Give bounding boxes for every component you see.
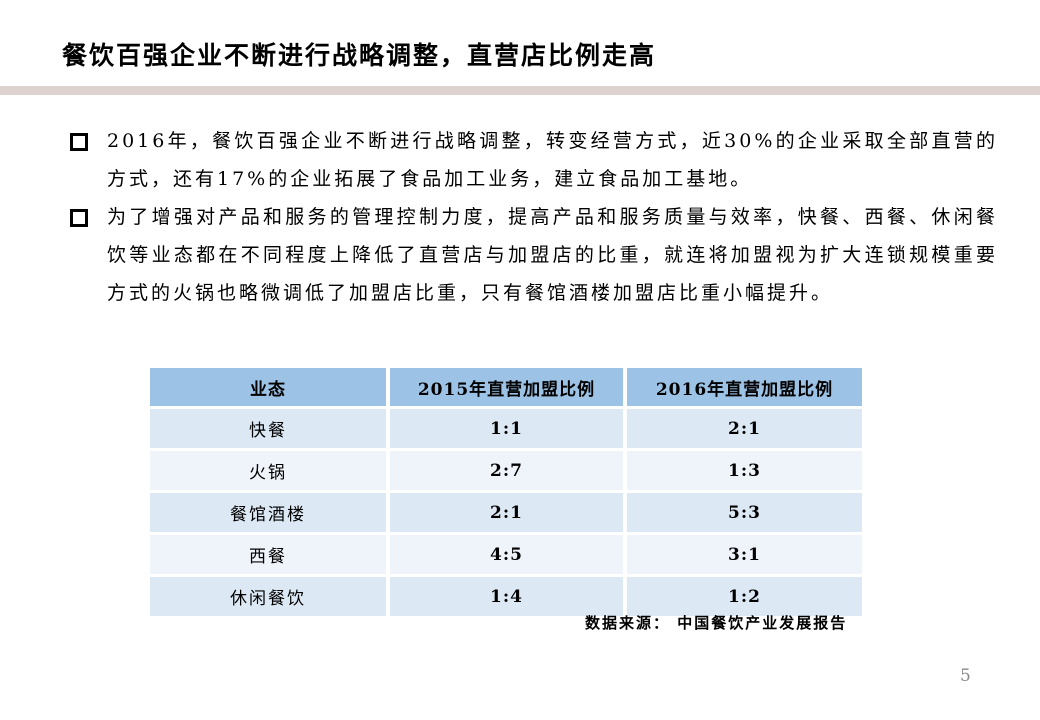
square-bullet-icon [70,133,88,151]
cell-2016-ratio: 3:1 [623,532,862,577]
cell-category: 西餐 [150,532,390,577]
table-row: 餐馆酒楼 2:1 5:3 [150,490,862,535]
ratio-table-container: 业态 2015年直营加盟比例 2016年直营加盟比例 快餐 1:1 2:1 火锅… [150,368,862,616]
page-title: 餐饮百强企业不断进行战略调整，直营店比例走高 [62,41,657,70]
cell-2015-ratio: 2:1 [386,490,627,535]
table-row: 快餐 1:1 2:1 [150,406,862,451]
column-header-category: 业态 [150,368,390,409]
ratio-table: 业态 2015年直营加盟比例 2016年直营加盟比例 快餐 1:1 2:1 火锅… [150,368,862,616]
bullet-item: 为了增强对产品和服务的管理控制力度，提高产品和服务质量与效率，快餐、西餐、休闲餐… [66,198,998,312]
cell-2016-ratio: 1:3 [623,448,862,493]
cell-category: 快餐 [150,406,390,451]
cell-2015-ratio: 1:4 [386,574,627,616]
table-header-row: 业态 2015年直营加盟比例 2016年直营加盟比例 [150,368,862,409]
cell-category: 餐馆酒楼 [150,490,390,535]
bullet-item: 2016年，餐饮百强企业不断进行战略调整，转变经营方式，近30%的企业采取全部直… [66,122,998,198]
cell-2015-ratio: 2:7 [386,448,627,493]
cell-category: 火锅 [150,448,390,493]
column-header-2016-ratio: 2016年直营加盟比例 [623,368,862,409]
page-number: 5 [960,666,971,686]
table-row: 休闲餐饮 1:4 1:2 [150,574,862,616]
cell-2016-ratio: 2:1 [623,406,862,451]
bullet-text: 为了增强对产品和服务的管理控制力度，提高产品和服务质量与效率，快餐、西餐、休闲餐… [107,206,998,304]
column-header-2015-ratio: 2015年直营加盟比例 [386,368,627,409]
cell-2015-ratio: 4:5 [386,532,627,577]
table-row: 火锅 2:7 1:3 [150,448,862,493]
cell-category: 休闲餐饮 [150,574,390,616]
bullet-text: 2016年，餐饮百强企业不断进行战略调整，转变经营方式，近30%的企业采取全部直… [107,130,998,190]
table-row: 西餐 4:5 3:1 [150,532,862,577]
bullet-list: 2016年，餐饮百强企业不断进行战略调整，转变经营方式，近30%的企业采取全部直… [66,122,998,312]
cell-2015-ratio: 1:1 [386,406,627,451]
square-bullet-icon [70,209,88,227]
cell-2016-ratio: 5:3 [623,490,862,535]
data-source-caption: 数据来源： 中国餐饮产业发展报告 [585,614,848,632]
title-divider-bar [0,86,1040,95]
cell-2016-ratio: 1:2 [623,574,862,616]
